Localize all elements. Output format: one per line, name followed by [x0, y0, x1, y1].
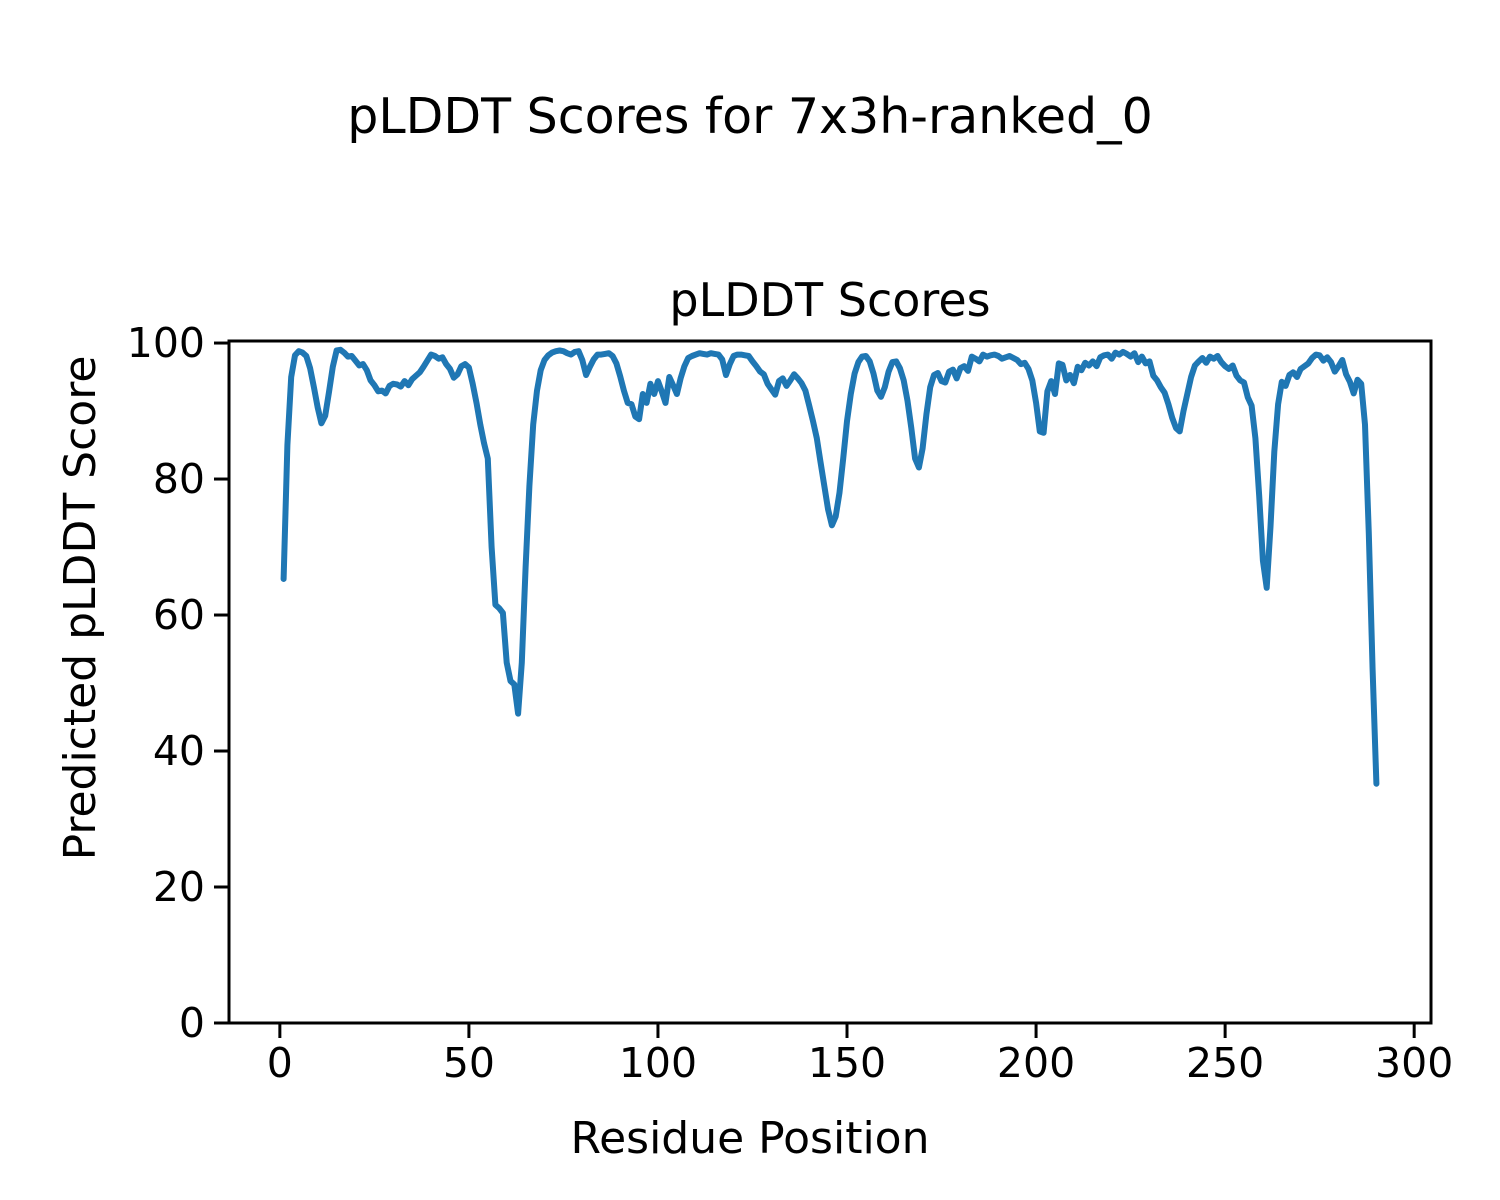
y-tick-labels: 0 20 40 60 80 100	[127, 319, 205, 1047]
y-tick-label: 100	[127, 319, 205, 367]
y-axis-ticks	[214, 341, 228, 1025]
figure-suptitle: pLDDT Scores for 7x3h-ranked_0	[347, 88, 1153, 145]
x-axis-ticks	[278, 1024, 1416, 1038]
y-axis-label: Predicted pLDDT Score	[55, 356, 106, 861]
x-tick-label: 150	[808, 1039, 886, 1087]
x-tick-label: 300	[1375, 1039, 1453, 1087]
x-tick-label: 0	[267, 1039, 293, 1087]
y-tick-label: 20	[153, 863, 205, 911]
x-tick-label: 100	[619, 1039, 697, 1087]
x-tick-labels: 0 50 100 150 200 250 300	[267, 1039, 1453, 1087]
y-tick-label: 80	[153, 455, 205, 503]
x-tick-label: 200	[997, 1039, 1075, 1087]
y-tick-label: 40	[153, 727, 205, 775]
x-tick-label: 250	[1186, 1039, 1264, 1087]
x-tick-label: 50	[443, 1039, 495, 1087]
plot-frame	[227, 339, 1433, 1025]
y-tick-label: 0	[179, 999, 205, 1047]
x-axis-label: Residue Position	[570, 1113, 929, 1164]
plddt-score-line	[280, 346, 1380, 787]
y-tick-label: 60	[153, 591, 205, 639]
axes-title: pLDDT Scores	[669, 273, 990, 327]
